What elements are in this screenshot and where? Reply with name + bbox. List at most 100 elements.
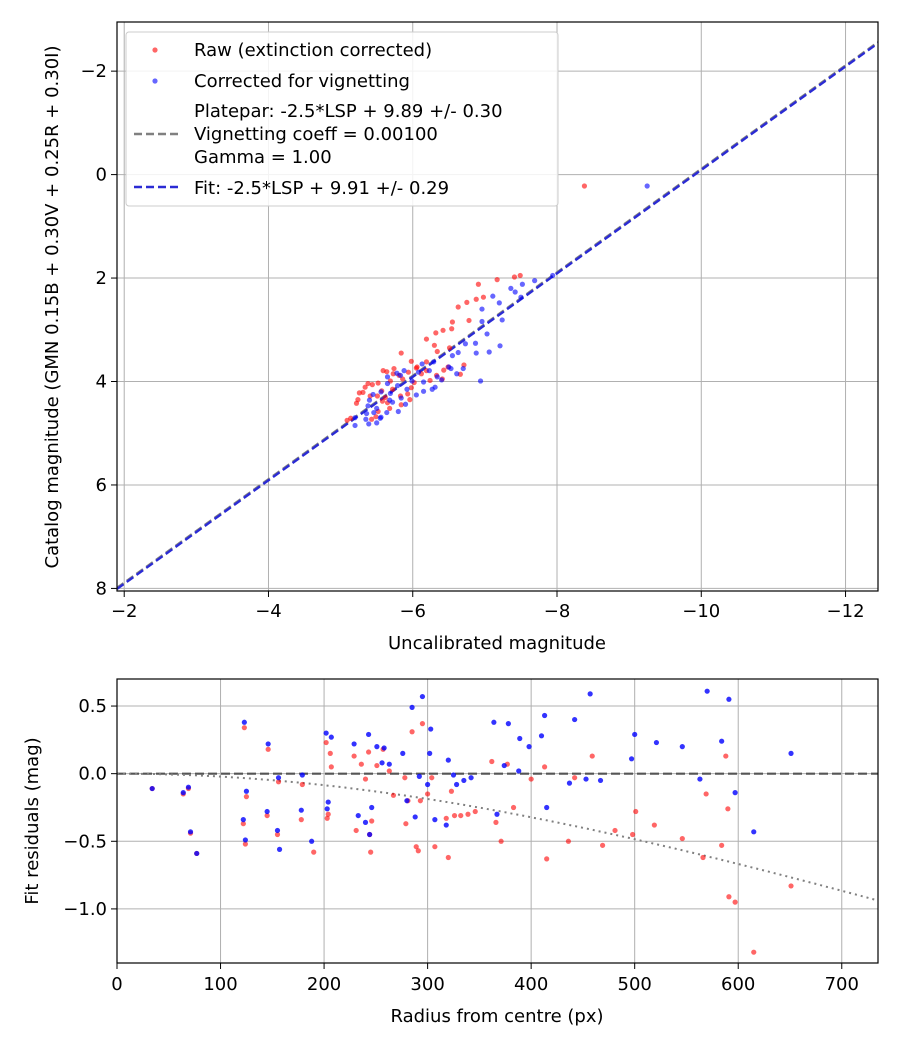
top-x-tick-label: −6	[399, 601, 426, 622]
corrected-point	[472, 340, 479, 346]
raw-point	[517, 272, 523, 279]
corrected-residual-point	[381, 745, 387, 751]
raw-point	[356, 390, 362, 396]
raw-residual-point	[651, 822, 657, 828]
raw-point	[455, 304, 461, 310]
corrected-residual-point	[374, 744, 380, 750]
corrected-residual-point	[517, 735, 523, 742]
corrected-residual-point	[443, 822, 449, 828]
raw-residual-point	[358, 761, 364, 767]
bottom-y-axis-label: Fit residuals (mag)	[22, 737, 43, 904]
corrected-point	[365, 403, 371, 409]
corrected-point	[438, 377, 445, 383]
corrected-residual-point	[632, 731, 638, 738]
corrected-residual-point	[432, 817, 438, 823]
corrected-point	[473, 350, 479, 356]
raw-residual-point	[432, 844, 438, 850]
corrected-point	[460, 365, 466, 372]
raw-point	[466, 317, 472, 324]
raw-point	[414, 364, 420, 370]
raw-residual-point	[498, 838, 504, 844]
raw-point	[407, 397, 413, 403]
corrected-point	[644, 183, 650, 189]
raw-point	[427, 377, 433, 384]
corrected-residual-point	[324, 806, 330, 812]
raw-residual-point	[723, 753, 729, 759]
corrected-residual-point	[719, 738, 725, 744]
corrected-point	[352, 422, 358, 429]
corrected-point	[455, 349, 461, 356]
corrected-residual-point	[309, 838, 315, 844]
raw-residual-point	[700, 854, 706, 861]
corrected-point	[387, 390, 393, 397]
corrected-residual-point	[505, 721, 511, 727]
corrected-residual-point	[704, 688, 710, 694]
bottom-scatter-points	[149, 688, 794, 955]
raw-point	[581, 183, 588, 189]
corrected-residual-point	[732, 790, 738, 796]
bottom-x-tick-label: 600	[721, 974, 755, 995]
raw-point	[369, 416, 375, 422]
raw-residual-point	[544, 856, 550, 862]
corrected-point	[384, 409, 390, 416]
corrected-point	[420, 388, 427, 394]
corrected-residual-point	[185, 784, 192, 790]
raw-point	[511, 274, 518, 280]
bottom-y-tick-label: −1.0	[63, 899, 107, 920]
corrected-point	[397, 372, 404, 378]
raw-point	[408, 385, 414, 391]
raw-point	[348, 415, 354, 421]
corrected-point	[426, 368, 432, 374]
top-x-axis-label: Uncalibrated magnitude	[388, 633, 606, 654]
corrected-residual-point	[355, 812, 361, 819]
raw-residual-point	[788, 883, 794, 889]
bottom-y-ticks: 0.5 0.0 −0.5 −1.0	[63, 696, 117, 920]
corrected-point	[371, 409, 377, 416]
raw-residual-point	[679, 835, 685, 842]
corrected-point	[394, 383, 401, 389]
legend-box	[125, 31, 559, 207]
corrected-residual-point	[751, 829, 757, 835]
corrected-residual-point	[583, 776, 589, 782]
raw-residual-point	[324, 815, 330, 821]
raw-residual-point	[351, 753, 357, 759]
corrected-residual-point	[240, 817, 246, 823]
corrected-point	[420, 379, 427, 385]
corrected-residual-point	[491, 719, 497, 725]
raw-residual-point	[369, 818, 375, 824]
raw-residual-point	[325, 811, 331, 817]
corrected-residual-point	[697, 776, 703, 782]
corrected-point	[519, 281, 525, 287]
corrected-residual-point	[416, 773, 422, 779]
corrected-residual-point	[265, 741, 271, 747]
raw-residual-point	[703, 791, 709, 797]
legend-platepar-line2: Vignetting coeff = 0.00100	[194, 124, 438, 145]
raw-point	[362, 384, 368, 390]
corrected-point	[550, 272, 556, 279]
corrected-point	[401, 368, 407, 374]
raw-point	[398, 402, 404, 408]
raw-point	[405, 391, 411, 397]
corrected-residual-point	[468, 775, 474, 781]
bottom-x-tick-label: 400	[514, 974, 548, 995]
raw-residual-point	[265, 746, 271, 752]
corrected-point	[378, 389, 384, 395]
corrected-point	[389, 399, 396, 405]
raw-residual-point	[443, 815, 449, 821]
corrected-residual-point	[367, 831, 373, 838]
corrected-residual-point	[365, 731, 372, 738]
raw-residual-point	[415, 848, 421, 854]
corrected-point	[518, 294, 524, 300]
corrected-residual-point	[404, 798, 410, 804]
raw-residual-point	[298, 817, 304, 823]
corrected-point	[490, 293, 496, 299]
corrected-residual-point	[788, 750, 794, 756]
bottom-y-tick-label: 0.0	[78, 764, 107, 785]
raw-point	[408, 358, 414, 364]
corrected-residual-point	[325, 799, 331, 805]
corrected-residual-point	[328, 734, 334, 740]
raw-residual-point	[542, 764, 548, 770]
raw-residual-point	[630, 831, 636, 838]
bottom-x-ticks: 0 100 200 300 400 500 600 700	[111, 963, 859, 995]
raw-point	[449, 326, 455, 332]
